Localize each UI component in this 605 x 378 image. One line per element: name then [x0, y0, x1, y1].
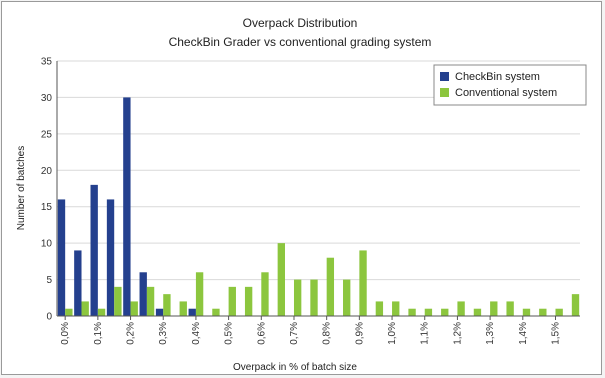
legend-label-checkbin: CheckBin system	[455, 71, 540, 83]
bar-checkbin	[155, 308, 164, 316]
x-tick-label: 1,5%	[550, 322, 561, 345]
y-tick-label: 5	[46, 275, 52, 286]
bar-conventional	[457, 301, 465, 316]
bar-conventional	[277, 243, 285, 316]
bar-conventional	[261, 272, 269, 316]
x-tick-label: 0,5%	[224, 322, 235, 345]
y-tick-label: 35	[41, 57, 53, 68]
x-tick-label: 0,3%	[158, 322, 169, 345]
bar-conventional	[212, 308, 220, 316]
bar-conventional	[146, 286, 155, 316]
y-axis-label: Number of batches	[16, 146, 27, 231]
bar-conventional	[97, 308, 106, 316]
x-tick-label: 0,6%	[256, 322, 267, 345]
x-tick-label: 0,8%	[322, 322, 333, 345]
y-tick-label: 30	[41, 93, 53, 104]
chart-subtitle: CheckBin Grader vs conventional grading …	[169, 35, 432, 49]
x-ticks: 0,0% 0,1% 0,2% 0,3% 0,4% 0,5% 0,6% 0,7% 0,8% 0,9%…	[60, 316, 561, 345]
x-tick-label: 0,4%	[191, 322, 202, 345]
bar-checkbin	[90, 184, 98, 316]
bar-conventional	[490, 301, 498, 316]
x-tick-label: 1,0%	[387, 322, 398, 345]
legend-swatch-conventional	[440, 88, 449, 97]
x-tick-label: 1,1%	[420, 322, 431, 345]
y-ticks: 0 5 10 15 20 25 30 35	[41, 57, 53, 323]
bar-conventional	[539, 308, 547, 316]
bar-checkbin	[139, 272, 147, 316]
bar-conventional	[293, 279, 302, 316]
bar-conventional	[163, 294, 171, 316]
bar-conventional	[506, 301, 514, 316]
bar-conventional	[522, 308, 531, 316]
bar-conventional	[359, 250, 367, 316]
x-tick-label: 0,0%	[60, 322, 71, 345]
bar-conventional	[244, 286, 253, 316]
chart-title: Overpack Distribution	[243, 16, 358, 30]
y-tick-label: 10	[41, 239, 53, 250]
bar-conventional	[441, 308, 449, 316]
y-tick-label: 15	[41, 202, 53, 213]
x-tick-label: 1,3%	[485, 322, 496, 345]
bar-conventional	[130, 301, 138, 316]
bar-conventional	[81, 301, 89, 316]
bar-conventional	[408, 308, 416, 316]
x-axis-label: Overpack in % of batch size	[233, 362, 357, 373]
bar-checkbin	[188, 308, 196, 316]
x-tick-label: 0,1%	[93, 322, 104, 345]
bar-conventional	[326, 257, 335, 316]
x-tick-label: 0,7%	[289, 322, 300, 345]
bar-conventional	[310, 279, 318, 316]
bar-conventional	[571, 294, 580, 316]
bar-conventional	[195, 272, 204, 316]
legend-swatch-checkbin	[440, 72, 449, 81]
bar-checkbin	[57, 199, 66, 316]
bar-conventional	[473, 308, 482, 316]
bar-conventional	[65, 308, 73, 316]
bar-conventional	[343, 279, 351, 316]
x-tick-label: 0,2%	[126, 322, 137, 345]
x-tick-label: 0,9%	[354, 322, 365, 345]
y-tick-label: 25	[41, 129, 53, 140]
bar-conventional	[228, 286, 236, 316]
legend-label-conventional: Conventional system	[455, 87, 557, 99]
bar-checkbin	[106, 199, 115, 316]
axes-group	[56, 61, 580, 317]
y-tick-label: 20	[41, 166, 53, 177]
bar-conventional	[114, 286, 122, 316]
y-tick-label: 0	[46, 312, 52, 323]
bar-conventional	[392, 301, 400, 316]
bar-checkbin	[74, 250, 82, 316]
bar-conventional	[555, 308, 563, 316]
bars-group	[57, 97, 580, 316]
x-tick-label: 1,4%	[518, 322, 529, 345]
x-tick-label: 1,2%	[452, 322, 463, 345]
legend-box	[433, 64, 587, 106]
bar-checkbin	[123, 97, 131, 316]
bar-conventional	[424, 308, 433, 316]
bar-conventional	[179, 301, 187, 316]
legend: CheckBin system Conventional system	[433, 64, 587, 106]
bar-conventional	[375, 301, 384, 316]
